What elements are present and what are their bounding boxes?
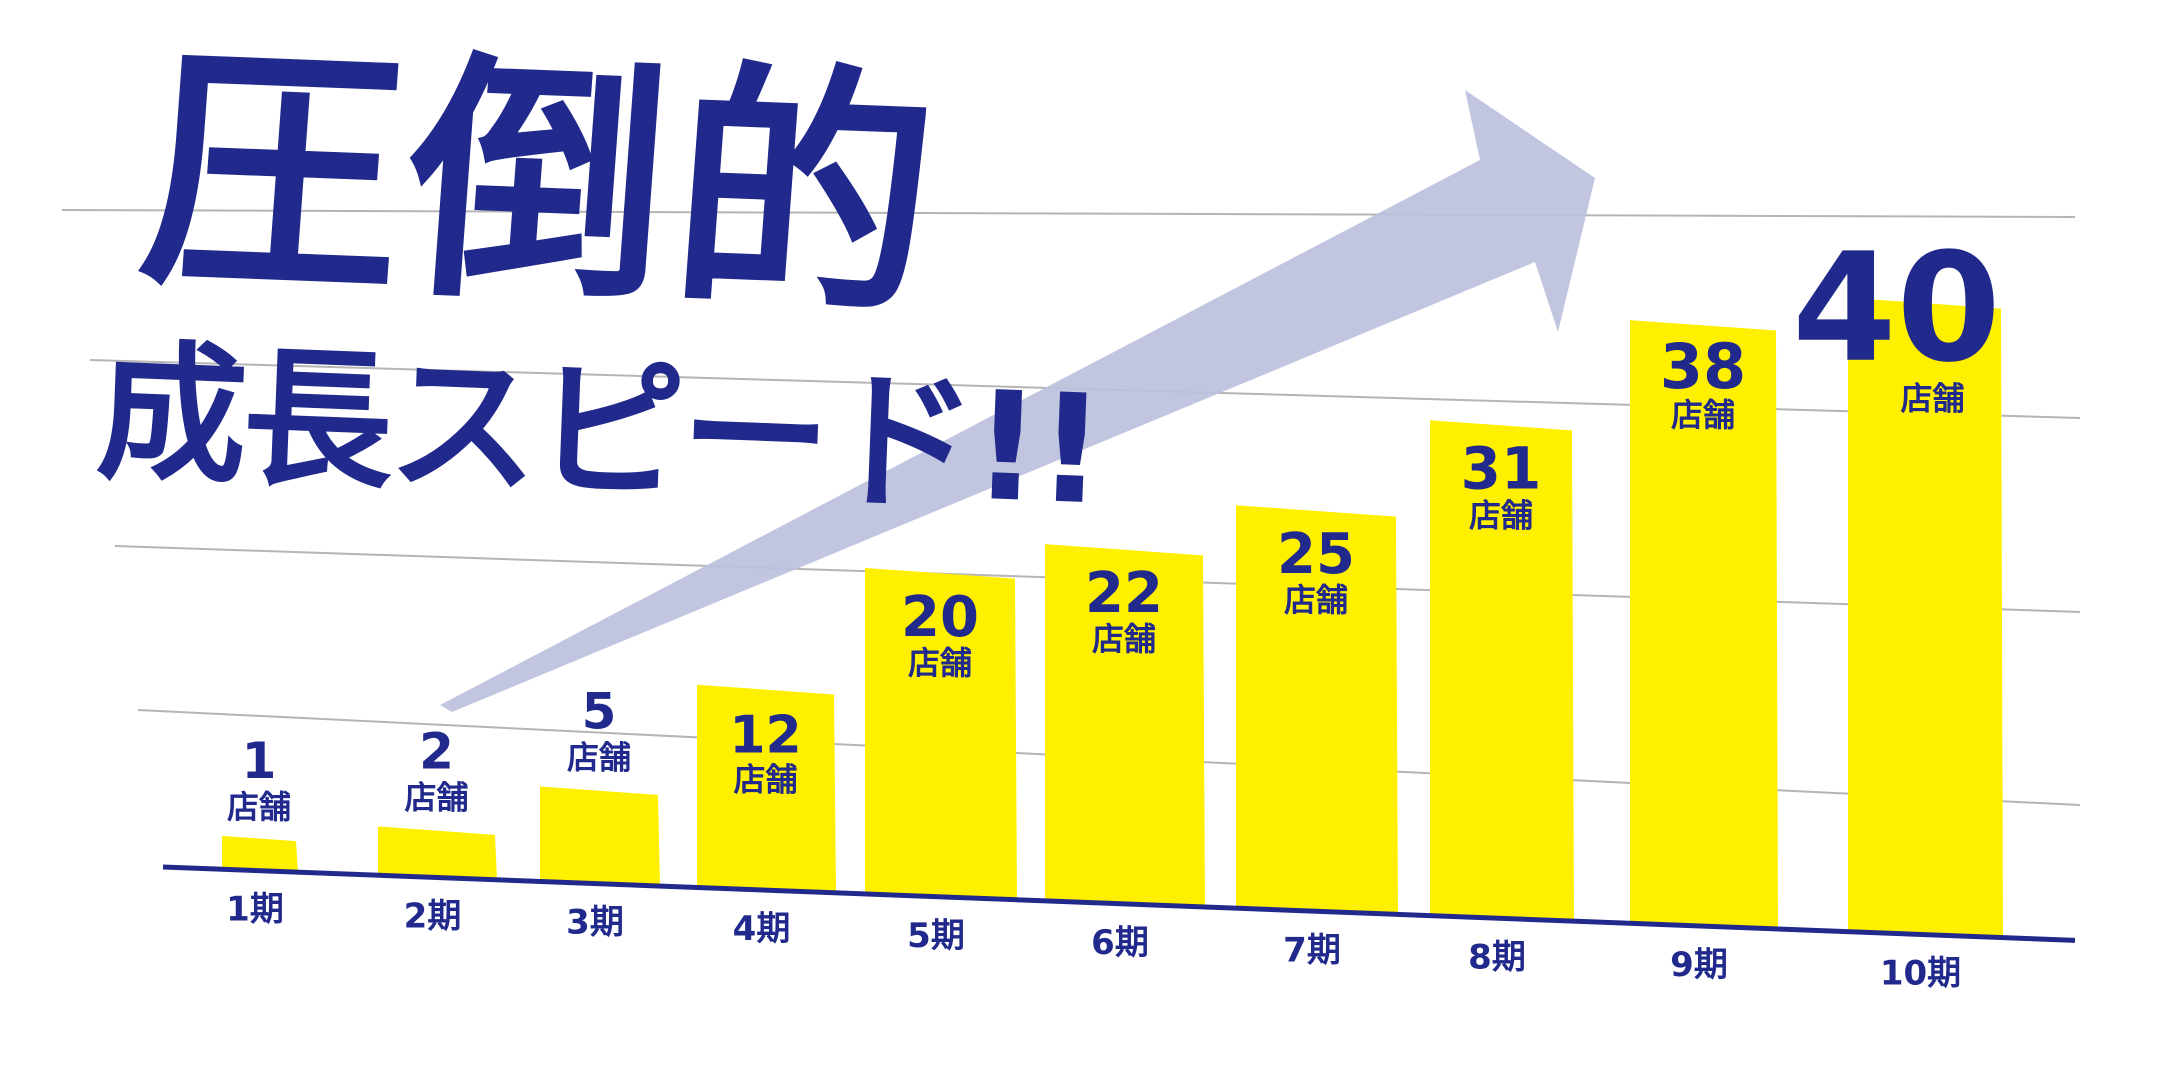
- unit-label-1: 店舗: [227, 788, 291, 826]
- category-label-7: 7期: [1283, 930, 1341, 970]
- unit-label-8: 店舗: [1469, 496, 1533, 534]
- growth-arrow: [440, 90, 1595, 712]
- value-label-1: 1: [242, 732, 277, 790]
- unit-label-5: 店舗: [908, 644, 972, 682]
- unit-label-10: 店舗: [1900, 380, 1964, 418]
- category-label-1: 1期: [226, 890, 284, 930]
- value-label-7: 25: [1277, 522, 1355, 587]
- value-label-6: 22: [1085, 561, 1163, 626]
- category-label-8: 8期: [1468, 937, 1526, 977]
- unit-label-4: 店舗: [733, 761, 797, 799]
- gridline: [61, 209, 2076, 218]
- category-label-10: 10期: [1880, 954, 1961, 994]
- category-label-6: 6期: [1091, 923, 1149, 963]
- unit-label-7: 店舗: [1284, 581, 1348, 619]
- x-axis-baseline: [162, 864, 2076, 943]
- category-label-2: 2期: [404, 897, 462, 937]
- unit-label-2: 店舗: [404, 778, 468, 816]
- bar-3: [540, 786, 660, 887]
- unit-label-3: 店舗: [567, 738, 631, 776]
- bar-1: [222, 835, 298, 873]
- value-label-4: 12: [729, 706, 801, 766]
- value-label-9: 38: [1660, 330, 1746, 403]
- bar-9: [1630, 320, 1778, 929]
- value-label-10: 40: [1792, 222, 2001, 396]
- headline-line2: 成長スピード!!: [93, 326, 1105, 539]
- value-label-8: 31: [1461, 434, 1542, 502]
- bar-8: [1430, 420, 1574, 922]
- bar-10: [1848, 297, 2003, 938]
- bar-5: [865, 567, 1017, 900]
- category-label-9: 9期: [1670, 945, 1728, 985]
- value-label-2: 2: [419, 722, 454, 780]
- value-label-5: 20: [901, 585, 979, 650]
- bar-7: [1236, 505, 1398, 915]
- bar-6: [1045, 544, 1205, 907]
- unit-label-9: 店舗: [1671, 396, 1735, 434]
- bar-2: [378, 826, 497, 880]
- category-label-3: 3期: [566, 903, 624, 943]
- category-label-5: 5期: [907, 916, 965, 956]
- headline-line1: 圧倒的: [131, 19, 951, 352]
- unit-label-6: 店舗: [1092, 620, 1156, 658]
- category-label-4: 4期: [733, 909, 791, 949]
- value-label-3: 5: [582, 682, 617, 740]
- bar-4: [697, 684, 836, 893]
